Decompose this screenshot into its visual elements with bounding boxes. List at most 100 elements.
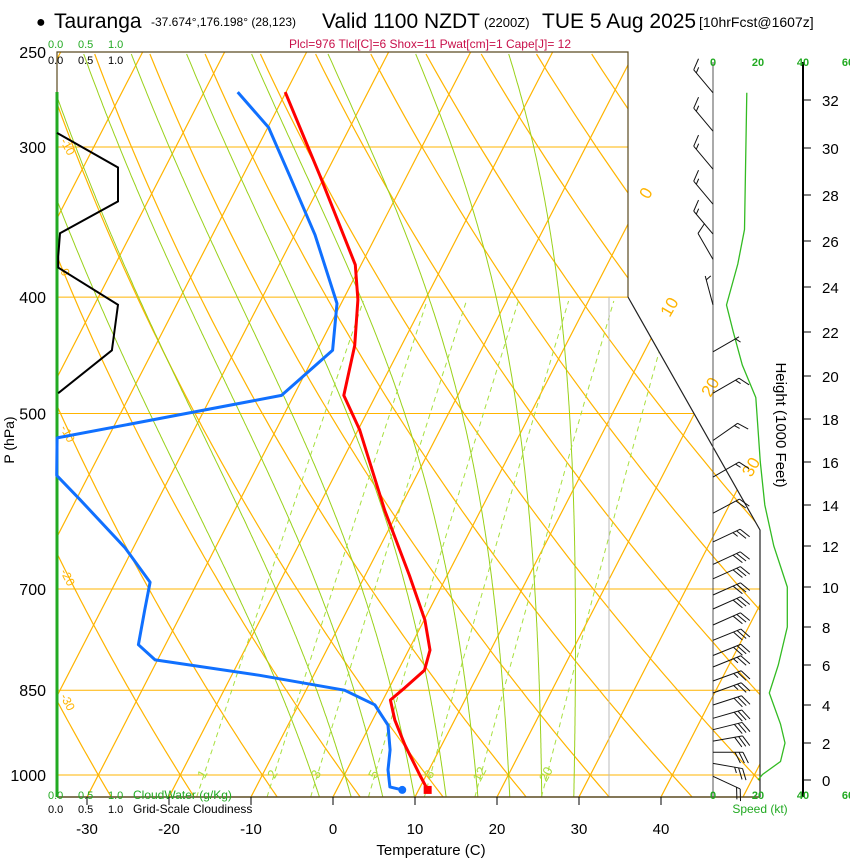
wind-barb-feather bbox=[736, 614, 747, 623]
wind-barb-staff bbox=[712, 643, 742, 656]
wind-barb-staff bbox=[712, 670, 742, 682]
wind-barb-feather bbox=[740, 566, 751, 575]
height-tick-label: 26 bbox=[822, 234, 839, 251]
wind-barb-feather bbox=[738, 377, 750, 386]
speed-tick-label: 40 bbox=[797, 57, 809, 69]
wind-barb-feather bbox=[737, 683, 747, 693]
height-tick-label: 0 bbox=[822, 773, 830, 790]
isotherm-line bbox=[0, 51, 308, 649]
wind-barb-feather bbox=[736, 656, 747, 666]
moist-adiabat-line bbox=[251, 53, 479, 798]
station-bullet-icon: ● bbox=[36, 14, 46, 31]
wind-barb-staff bbox=[697, 233, 714, 260]
wind-barb bbox=[712, 377, 750, 394]
height-tick-label: 30 bbox=[822, 141, 839, 158]
surface-dewpoint-marker bbox=[398, 785, 407, 794]
cloudwater-tick: 0.5 bbox=[78, 790, 93, 802]
height-tick-label: 2 bbox=[822, 736, 830, 753]
wind-barb-feather bbox=[736, 553, 747, 562]
wind-barb-staff bbox=[712, 336, 740, 353]
utc-time: (2200Z) bbox=[484, 15, 530, 30]
wind-barb-feather bbox=[742, 768, 747, 781]
wind-barb-feather bbox=[737, 671, 747, 681]
height-tick-label: 16 bbox=[822, 455, 839, 472]
wind-speed-profile bbox=[725, 92, 788, 781]
wind-barb-feather bbox=[705, 275, 712, 281]
wind-barb-feather bbox=[693, 134, 699, 147]
x-tick-label: -10 bbox=[240, 821, 262, 838]
y-tick-label: 300 bbox=[19, 140, 46, 157]
wind-barb bbox=[712, 612, 751, 626]
x-tick-label: -30 bbox=[76, 821, 98, 838]
wind-barb-feather bbox=[732, 569, 743, 578]
wind-barb-feather bbox=[733, 685, 739, 690]
stability-indices: Plcl=976 Tlcl[C]=6 Shox=11 Pwat[cm]=1 Ca… bbox=[289, 37, 571, 51]
wind-barb-feather bbox=[695, 208, 700, 215]
wind-barb-feather bbox=[736, 630, 747, 639]
station-coords: -37.674°,176.198° (28,123) bbox=[151, 15, 296, 29]
plot-mask-region bbox=[0, 0, 57, 860]
wind-barb-staff bbox=[704, 275, 714, 306]
wind-barb-feather bbox=[736, 645, 747, 655]
cloudwater-tick: 0.5 bbox=[78, 39, 93, 51]
wind-barb-staff bbox=[712, 498, 740, 514]
isotherm-line bbox=[86, 51, 472, 798]
x-tick-label: 40 bbox=[653, 821, 670, 838]
dry-adiabat-line bbox=[259, 53, 776, 798]
wind-barb-feather bbox=[734, 425, 740, 429]
wind-barb-feather bbox=[736, 567, 747, 577]
wind-barb-feather bbox=[695, 143, 700, 150]
speed-tick-label: 0 bbox=[710, 790, 716, 802]
mixing-ratio-label: 2 bbox=[264, 767, 281, 780]
wind-barb-feather bbox=[733, 631, 743, 641]
cloudiness-tick: 1.0 bbox=[108, 804, 123, 816]
wind-barb-feather bbox=[742, 735, 751, 746]
wind-barb bbox=[704, 275, 714, 306]
surface-temperature-marker bbox=[423, 785, 432, 794]
wind-barb-feather bbox=[739, 498, 750, 507]
y-tick-label: 700 bbox=[19, 582, 46, 599]
dry-adiabat-line bbox=[204, 53, 693, 798]
wind-barb bbox=[712, 336, 741, 353]
moist-adiabat-line bbox=[508, 53, 576, 797]
wind-barb-feather bbox=[740, 582, 751, 591]
height-tick-label: 32 bbox=[822, 93, 839, 110]
moist-adiabat-line bbox=[327, 53, 511, 798]
mixing-ratio-line bbox=[310, 300, 467, 798]
wind-barb-staff bbox=[712, 612, 741, 626]
wind-barb-feather bbox=[737, 710, 747, 721]
wind-barb-feather bbox=[733, 658, 739, 664]
mixing-ratio-line bbox=[541, 300, 674, 798]
height-tick-label: 22 bbox=[822, 325, 839, 342]
wind-barb bbox=[712, 709, 751, 722]
mixing-ratio-label: 1 bbox=[194, 767, 211, 780]
wind-barb-feather bbox=[738, 767, 743, 780]
wind-barb-staff bbox=[712, 566, 741, 580]
speed-tick-label: 20 bbox=[752, 790, 764, 802]
isotherm-line bbox=[660, 428, 850, 798]
isotherm-line bbox=[4, 51, 390, 798]
wind-barb-feather bbox=[732, 554, 743, 564]
wind-barb bbox=[693, 58, 714, 94]
mixing-ratio-line bbox=[423, 300, 570, 798]
wind-barb-feather bbox=[740, 596, 751, 605]
wind-barb-staff bbox=[712, 775, 741, 790]
y-tick-label: 500 bbox=[19, 406, 46, 423]
cloudiness-tick: 1.0 bbox=[108, 55, 123, 67]
cloudwater-tick: 0.0 bbox=[48, 39, 63, 51]
wind-barb-feather bbox=[733, 724, 743, 734]
wind-barb-staff bbox=[712, 377, 740, 394]
wind-barb-staff bbox=[712, 762, 743, 770]
y-axis-title: P (hPa) bbox=[1, 416, 17, 463]
wind-barb-staff bbox=[693, 107, 714, 132]
y-tick-label: 1000 bbox=[10, 768, 46, 785]
wind-barb-feather bbox=[737, 696, 747, 706]
x-tick-label: 10 bbox=[407, 821, 424, 838]
cloudwater-tick: 1.0 bbox=[108, 39, 123, 51]
wind-barb-feather bbox=[732, 615, 743, 625]
wind-barb-feather bbox=[693, 58, 699, 71]
wind-barb bbox=[712, 551, 750, 565]
speed-tick-label: 40 bbox=[797, 790, 809, 802]
height-tick-label: 4 bbox=[822, 698, 830, 715]
